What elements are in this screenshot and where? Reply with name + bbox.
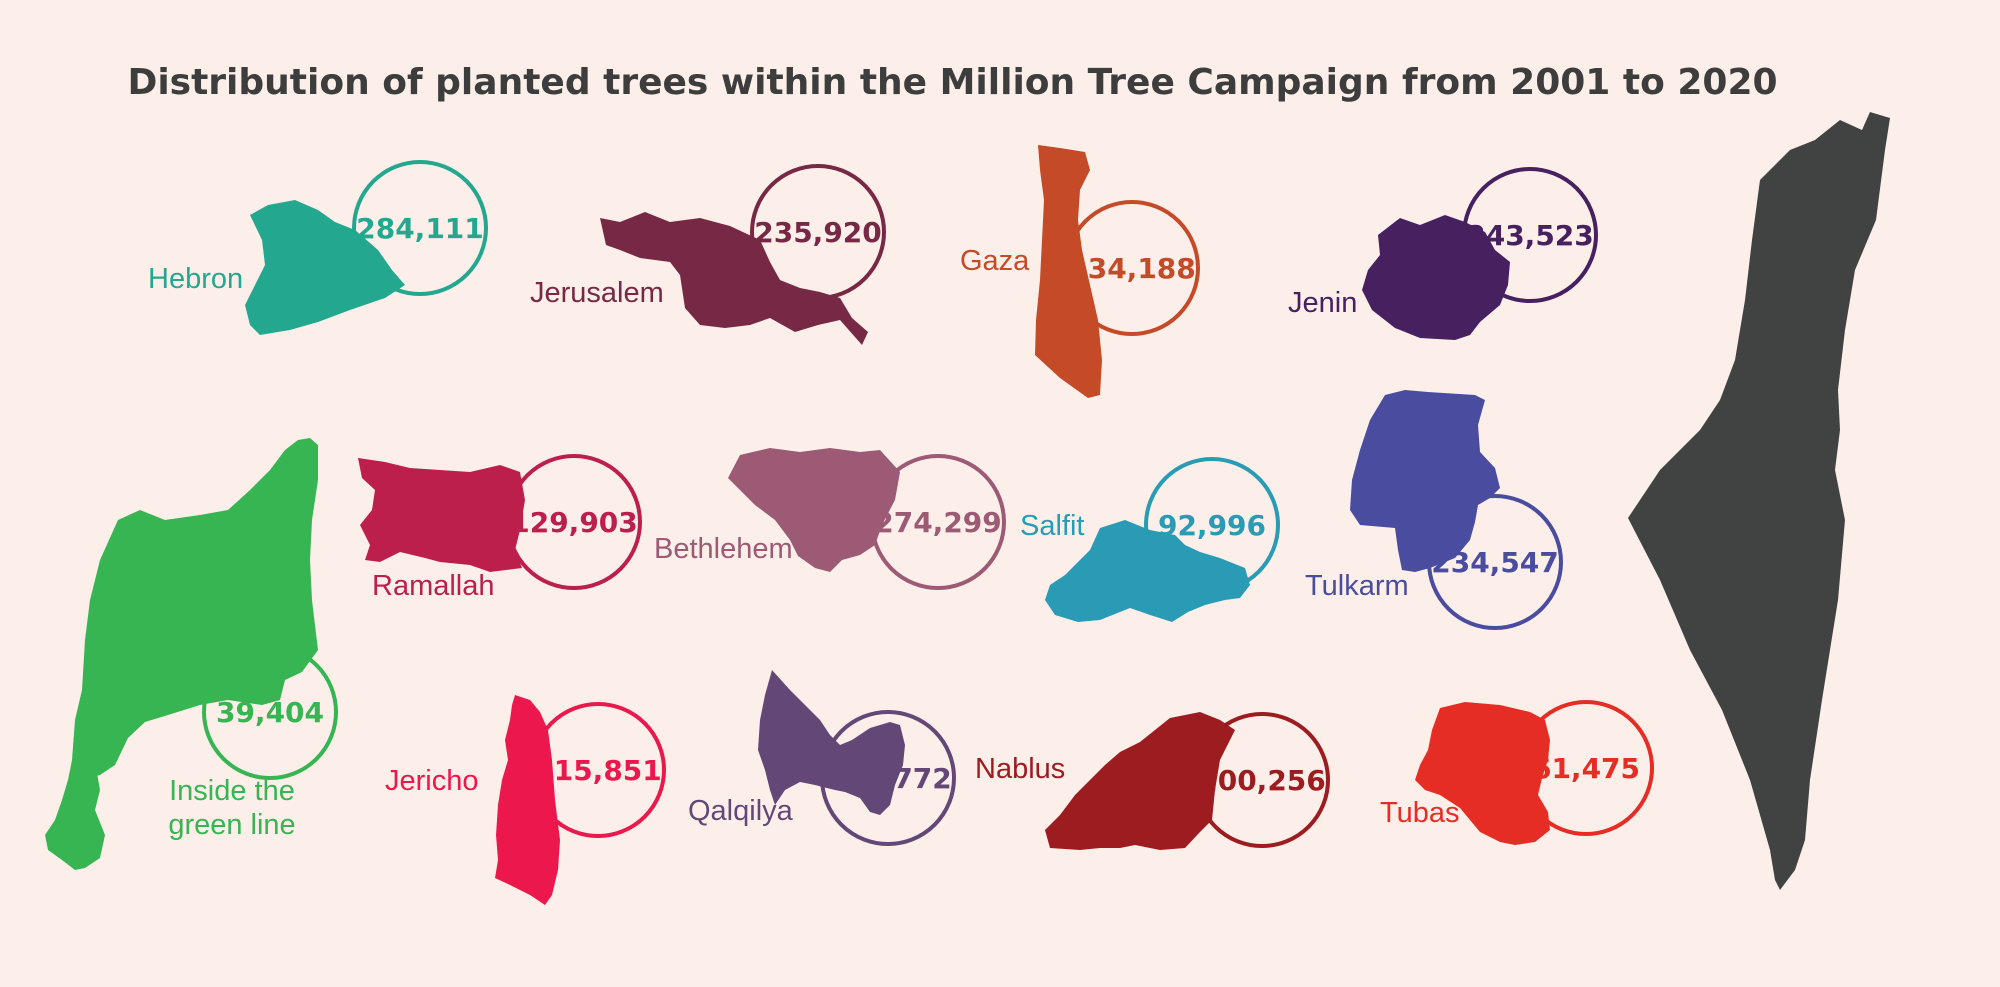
region-shape-gaza [1035,145,1102,398]
region-shape-tulkarm [1350,390,1500,572]
value-circle-bethlehem [870,454,1006,590]
value-label-salfit: 92,996 [1158,509,1266,542]
value-label-ramallah: 129,903 [510,506,638,539]
value-circle-tulkarm [1427,494,1563,630]
value-label-bethlehem: 274,299 [874,506,1002,539]
region-name-gaza: Gaza [960,245,1030,277]
region-name-hebron: Hebron [148,263,243,295]
region-shape-bethlehem [728,448,900,572]
region-name-jericho: Jericho [385,765,479,797]
region-shape-hebron [245,200,405,335]
value-label-jericho: 115,851 [534,754,662,787]
value-circle-gaza [1064,200,1200,336]
region-name-tulkarm: Tulkarm [1305,570,1409,602]
region-name-salfit: Salfit [1020,510,1084,542]
region-shape-nablus [1045,712,1235,850]
value-label-hebron: 284,111 [356,212,484,245]
region-shape-salfit [1045,520,1250,622]
region-shape-jerusalem [600,212,868,345]
region-shape-jenin [1362,215,1510,340]
value-label-inside-the-green-line: 39,404 [216,696,324,729]
region-name-nablus: Nablus [975,753,1065,785]
value-circle-jericho [530,702,666,838]
value-circle-salfit [1144,457,1280,593]
chart-title: Distribution of planted trees within the… [127,62,1778,103]
value-circle-nablus [1194,712,1330,848]
region-name-jerusalem: Jerusalem [530,277,664,309]
region-name-qalqilya: Qalqilya [688,795,794,827]
value-label-tubas: 61,475 [1532,752,1640,785]
value-circle-ramallah [506,454,642,590]
value-label-gaza: 434,188 [1068,252,1196,285]
region-name-bethlehem: Bethlehem [654,533,793,565]
value-label-nablus: 200,256 [1198,764,1326,797]
region-name-inside-the-green-line: Inside the green line [168,775,295,841]
region-shape-ramallah [358,458,525,572]
region-shape-jericho [495,695,560,905]
country-map-shape [1628,112,1890,890]
region-name-tubas: Tubas [1380,797,1460,829]
value-circle-tubas [1518,700,1654,836]
value-circle-qalqilya [820,710,956,846]
value-label-jenin: 243,523 [1466,219,1594,252]
value-circle-jenin [1462,167,1598,303]
value-label-jerusalem: 235,920 [754,216,882,249]
region-name-jenin: Jenin [1288,287,1357,319]
region-name-ramallah: Ramallah [372,570,495,602]
value-circle-jerusalem [750,164,886,300]
value-circle-inside-the-green-line [202,644,338,780]
value-circle-hebron [352,160,488,296]
value-label-qalqilya: 168,772 [824,762,952,795]
region-shape-inside-the-green-line [45,438,318,870]
region-shape-tubas [1415,702,1550,845]
value-label-tulkarm: 234,547 [1431,546,1559,579]
